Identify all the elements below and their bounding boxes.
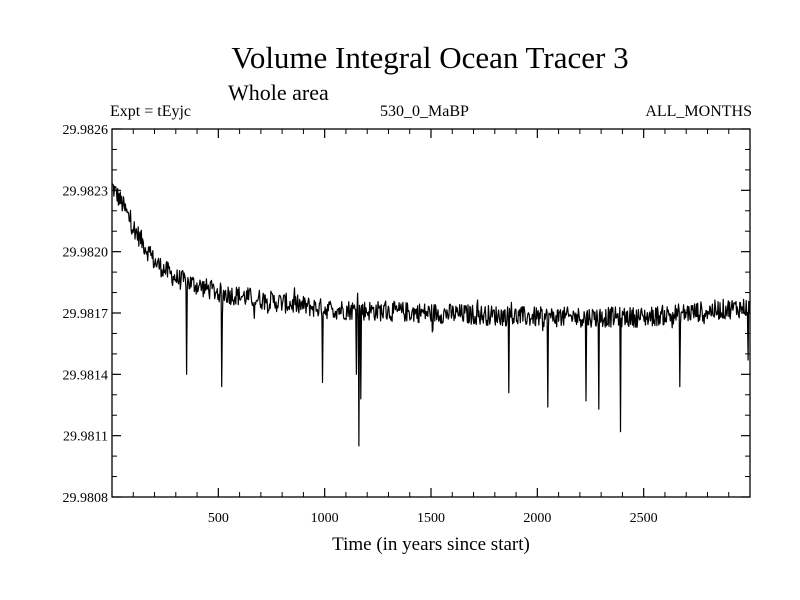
series-line — [111, 182, 751, 447]
y-tick-label: 29.9811 — [63, 430, 108, 445]
y-tick-label: 29.9826 — [63, 123, 109, 138]
chart-title: Volume Integral Ocean Tracer 3 — [231, 40, 629, 75]
x-tick-label: 2000 — [523, 511, 551, 526]
ticks-layer: 29.9808 29.9811 29.9814 29.9817 29.9820 29.98… — [63, 123, 750, 526]
period-label: 530_0_MaBP — [380, 103, 469, 120]
x-tick-label: 500 — [208, 511, 229, 526]
x-axis-label: Time (in years since start) — [332, 534, 530, 555]
x-tick-label: 1500 — [417, 511, 445, 526]
y-tick-label: 29.9823 — [63, 184, 109, 199]
experiment-label: Expt = tEyjc — [110, 103, 192, 120]
x-tick-label: 2500 — [630, 511, 658, 526]
y-tick-label: 29.9808 — [63, 491, 109, 506]
chart-subtitle: Whole area — [228, 80, 329, 105]
series-layer — [111, 182, 751, 447]
y-tick-label: 29.9814 — [63, 368, 109, 383]
y-tick-label: 29.9820 — [63, 246, 109, 261]
x-tick-label: 1000 — [311, 511, 339, 526]
months-label: ALL_MONTHS — [645, 103, 752, 120]
y-tick-label: 29.9817 — [63, 307, 109, 322]
